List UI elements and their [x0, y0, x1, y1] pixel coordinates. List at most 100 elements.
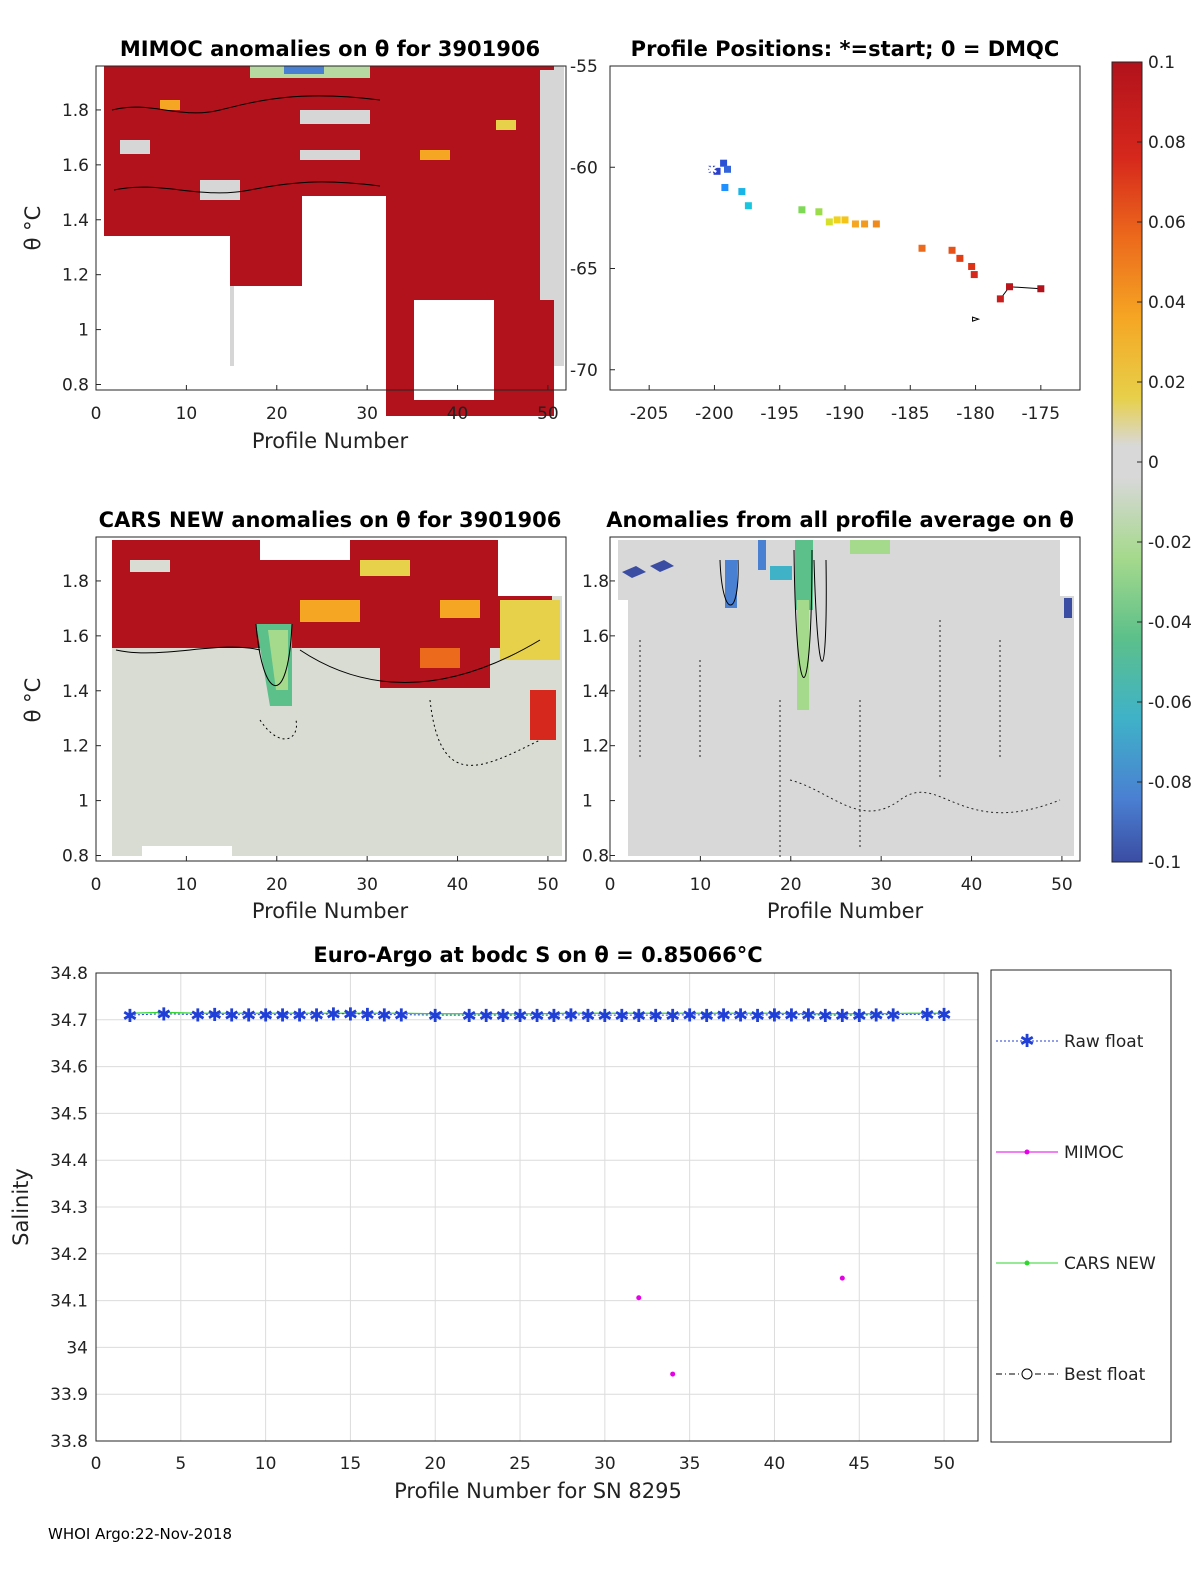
raw-float-point: ✱ [546, 1006, 561, 1027]
raw-float-point: ✱ [784, 1006, 799, 1027]
y-tick-label: 34.6 [50, 1058, 88, 1078]
raw-float-point: ✱ [462, 1006, 477, 1027]
x-tick-label: 50 [537, 404, 559, 424]
salinity-title: Euro-Argo at bodc S on θ = 0.85066°C [313, 943, 762, 967]
position-point [720, 159, 728, 167]
raw-float-point: ✱ [869, 1006, 884, 1027]
x-tick-label: 40 [447, 404, 469, 424]
positions-panel: Profile Positions: *=start; 0 = DMQC -20… [570, 37, 1081, 424]
raw-float-point: ✱ [258, 1006, 273, 1027]
x-tick-label: 30 [594, 1454, 616, 1474]
avg-panel: Anomalies from all profile average on θ … [582, 508, 1081, 923]
mimoc-xlabel: Profile Number [252, 429, 409, 453]
raw-float-point: ✱ [597, 1006, 612, 1027]
raw-float-point: ✱ [343, 1005, 358, 1026]
y-tick-label: 34.4 [50, 1151, 88, 1171]
x-tick-label: 0 [91, 1454, 102, 1474]
legend-best-float: Best float [996, 1365, 1146, 1385]
raw-float-point: ✱ [512, 1006, 527, 1027]
position-point [841, 216, 849, 224]
mimoc-point [636, 1295, 642, 1301]
x-tick-label: 40 [764, 1454, 786, 1474]
x-tick-label: 10 [690, 875, 712, 895]
raw-float-point: ✱ [801, 1006, 816, 1027]
x-tick-label: 5 [175, 1454, 186, 1474]
star-marker-icon: ✱ [1019, 1031, 1034, 1052]
mimoc-point [839, 1275, 845, 1281]
y-tick-label: 1.8 [62, 101, 89, 121]
raw-float-point: ✱ [818, 1006, 833, 1027]
avg-xlabel: Profile Number [767, 899, 924, 923]
x-tick-label: 20 [266, 404, 288, 424]
position-point [724, 165, 731, 173]
raw-float-point: ✱ [835, 1006, 850, 1027]
y-tick-label: 34.2 [50, 1245, 88, 1265]
raw-float-point: ✱ [886, 1006, 901, 1027]
position-point [721, 184, 729, 191]
position-point [833, 216, 841, 224]
position-point [968, 262, 976, 270]
raw-float-point: ✱ [750, 1006, 765, 1027]
y-tick-label: 1.8 [62, 572, 89, 592]
raw-float-point: ✱ [190, 1006, 205, 1027]
raw-float-point: ✱ [614, 1006, 629, 1027]
y-tick-label: 1 [582, 792, 593, 812]
colorbar-tick-label: 0.08 [1148, 133, 1186, 153]
x-tick-label: 10 [255, 1454, 277, 1474]
y-tick-label: 1.8 [582, 572, 609, 592]
position-point [861, 220, 869, 228]
salinity-ylabel: Salinity [9, 1168, 33, 1246]
x-tick-label: 50 [933, 1454, 955, 1474]
position-point [1037, 285, 1045, 293]
y-tick-label: -65 [570, 260, 598, 280]
position-point [872, 220, 880, 228]
legend-label-mimoc: MIMOC [1064, 1143, 1124, 1163]
position-point [948, 246, 956, 254]
x-tick-label: 45 [848, 1454, 870, 1474]
colorbar-tick-label: 0.04 [1148, 293, 1186, 313]
colorbar-ticks: 0.1 0.08 0.06 0.04 0.02 0 -0.02 -0.04 -0.06 -0.08… [1137, 53, 1192, 873]
raw-float-point: ✱ [631, 1006, 646, 1027]
x-tick-label: 40 [961, 875, 983, 895]
x-tick-label: -175 [1022, 404, 1061, 424]
x-tick-label: 25 [509, 1454, 531, 1474]
raw-float-line [129, 1013, 945, 1016]
x-tick-label: -195 [760, 404, 799, 424]
position-point [851, 220, 859, 228]
legend-mimoc: MIMOC [996, 1143, 1124, 1163]
positions-ticks: -205 -200 -195 -190 -185 -180 -175 -55 -60 -65 -70 [570, 57, 1060, 424]
y-tick-label: 33.8 [50, 1432, 88, 1452]
x-tick-label: 50 [537, 875, 559, 895]
raw-float-point: ✱ [937, 1005, 952, 1026]
raw-float-point: ✱ [699, 1006, 714, 1027]
position-point [825, 218, 833, 226]
y-tick-label: 1 [78, 792, 89, 812]
position-point [713, 167, 721, 175]
y-tick-label: 0.8 [582, 847, 609, 867]
y-tick-label: 0.8 [62, 376, 89, 396]
x-tick-label: -205 [630, 404, 669, 424]
y-tick-label: 1.4 [62, 682, 89, 702]
mimoc-heatmap [104, 66, 564, 416]
salinity-legend: ✱ Raw float MIMOC CARS NEW Best float [990, 969, 1172, 1443]
raw-float-point: ✱ [394, 1006, 409, 1027]
raw-float-point: ✱ [224, 1006, 239, 1027]
raw-float-point: ✱ [122, 1006, 137, 1027]
y-tick-label: 34.7 [50, 1011, 88, 1031]
y-tick-label: 33.9 [50, 1385, 88, 1405]
position-point [798, 206, 806, 214]
y-tick-label: 1.2 [62, 266, 89, 286]
dmqc-marker-icon [972, 316, 981, 322]
raw-float-point: ✱ [563, 1006, 578, 1027]
colorbar-tick-label: -0.1 [1148, 853, 1181, 873]
legend-label-best: Best float [1064, 1365, 1146, 1385]
raw-float-point: ✱ [207, 1005, 222, 1026]
legend-label-raw: Raw float [1064, 1032, 1144, 1052]
avg-title: Anomalies from all profile average on θ [606, 508, 1074, 532]
y-tick-label: -60 [570, 158, 598, 178]
raw-float-point: ✱ [665, 1006, 680, 1027]
position-point [1006, 283, 1013, 291]
colorbar-tick-label: 0.06 [1148, 213, 1186, 233]
salinity-ticks: 0 5 10 15 20 25 30 35 40 45 50 34.8 34.7 34.6 34.5 34.4… [50, 964, 955, 1474]
cars-panel: CARS NEW anomalies on θ for 3901906 Prof… [21, 508, 567, 923]
